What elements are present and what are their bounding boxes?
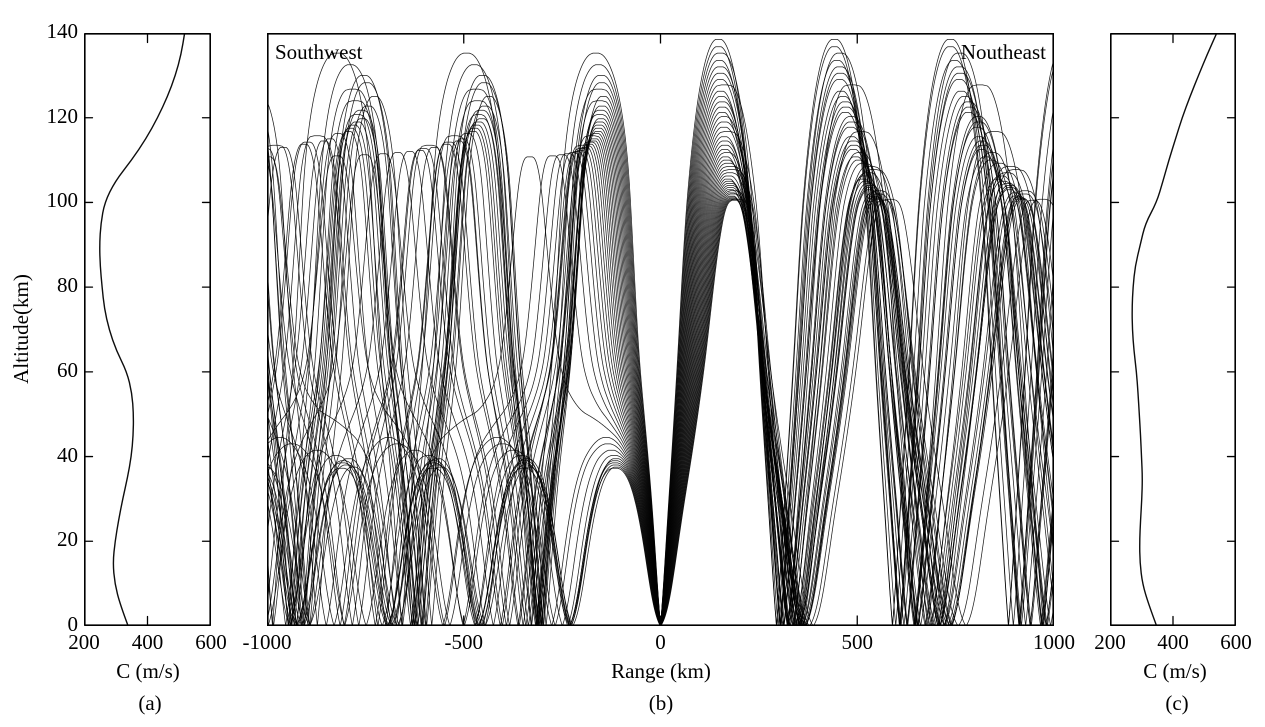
panel-label-a: (a)	[138, 691, 162, 715]
y-tick-label: 80	[57, 273, 78, 298]
xaxis-title-a: C (m/s)	[116, 659, 180, 683]
x-tick-label-c: 600	[1220, 630, 1252, 654]
ray-plot-canvas	[267, 33, 1054, 626]
x-tick-label-b: 500	[841, 630, 874, 654]
x-tick-label-a: 600	[195, 630, 227, 654]
x-tick-label-b: 1000	[1033, 630, 1075, 654]
annotation-noutheast: Noutheast	[960, 40, 1046, 64]
x-tick-label-a: 400	[131, 630, 164, 654]
x-tick-label-b: 0	[655, 630, 666, 654]
y-tick-label: 100	[46, 188, 79, 213]
y-tick-label: 0	[67, 612, 79, 636]
profile-c-canvas	[1110, 33, 1236, 626]
x-tick-label-b: -500	[444, 630, 484, 654]
x-tick-label-b: -1000	[242, 630, 292, 654]
x-tick-label-c: 400	[1157, 630, 1189, 654]
y-tick-label: 120	[46, 103, 79, 128]
x-tick-label-a: 200	[68, 630, 100, 654]
y-tick-label: 40	[57, 442, 78, 467]
profile-a-canvas	[84, 33, 211, 626]
panel-label-c: (c)	[1165, 691, 1189, 715]
y-tick-label: 20	[57, 527, 78, 552]
panel-label-b: (b)	[648, 691, 674, 715]
x-tick-label-c: 200	[1094, 630, 1126, 654]
y-tick-label: 140	[46, 19, 79, 43]
xaxis-title-c: C (m/s)	[1143, 659, 1207, 683]
y-tick-label: 60	[57, 357, 78, 382]
xaxis-title-b: Range (km)	[611, 659, 711, 683]
annotation-southwest: Southwest	[275, 40, 363, 64]
